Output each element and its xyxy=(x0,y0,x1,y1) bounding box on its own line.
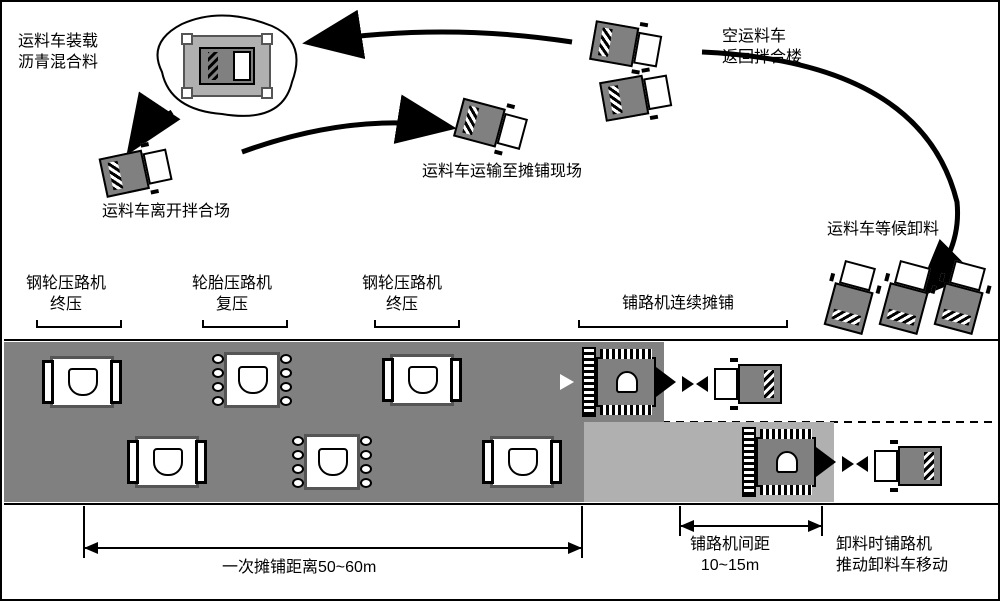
truck-feeding-lower xyxy=(872,442,942,490)
label-pave-dist: 一次摊铺距离50~60m xyxy=(222,558,376,579)
paver-lower xyxy=(742,427,842,497)
tire-roller-2 xyxy=(292,430,372,494)
truck-empty-1 xyxy=(588,16,665,75)
push-arrow-right-2-icon xyxy=(842,456,854,472)
label-paver-gap: 铺路机间距 10~15m xyxy=(690,535,770,577)
label-waiting: 运料车等候卸料 xyxy=(827,220,939,241)
truck-transport xyxy=(452,94,532,158)
label-steel-1: 钢轮压路机 终压 xyxy=(26,274,106,316)
label-tire: 轮胎压路机 复压 xyxy=(192,274,272,316)
arrow-to-paver-icon xyxy=(560,374,574,390)
diagram-canvas: 运料车装载 沥青混合料 运料车离开拌合场 运料车运输至摊铺现场 空运料车 返回拌… xyxy=(0,0,1000,601)
label-paver-cont: 铺路机连续摊铺 xyxy=(622,294,734,315)
tire-roller-1 xyxy=(212,348,292,412)
steel-roller-4 xyxy=(482,432,562,492)
truck-leaving xyxy=(98,140,176,202)
label-unload-push: 卸料时铺路机 推动卸料车移动 xyxy=(836,535,948,577)
truck-waiting-2 xyxy=(875,256,939,336)
label-transport: 运料车运输至摊铺现场 xyxy=(422,162,582,183)
bracket-steel-1 xyxy=(36,320,122,328)
label-steel-2: 钢轮压路机 终压 xyxy=(362,274,442,316)
push-arrow-left-icon xyxy=(696,376,708,392)
push-arrow-right-icon xyxy=(682,376,694,392)
bracket-tire xyxy=(202,320,288,328)
label-empty-return: 空运料车 返回拌合楼 xyxy=(722,27,802,69)
steel-roller-2 xyxy=(127,432,207,492)
bracket-steel-2 xyxy=(374,320,460,328)
truck-waiting-1 xyxy=(820,256,884,336)
label-load-mix: 运料车装载 沥青混合料 xyxy=(18,32,98,74)
bracket-paver xyxy=(578,320,788,328)
steel-roller-3 xyxy=(382,350,462,410)
truck-empty-2 xyxy=(598,66,675,125)
mixing-plant xyxy=(152,12,302,122)
paver-upper xyxy=(582,347,682,417)
steel-roller-1 xyxy=(42,352,122,412)
push-arrow-left-2-icon xyxy=(856,456,868,472)
truck-waiting-3 xyxy=(930,256,994,336)
truck-feeding-upper xyxy=(712,360,782,408)
label-leave-plant: 运料车离开拌合场 xyxy=(102,202,230,223)
